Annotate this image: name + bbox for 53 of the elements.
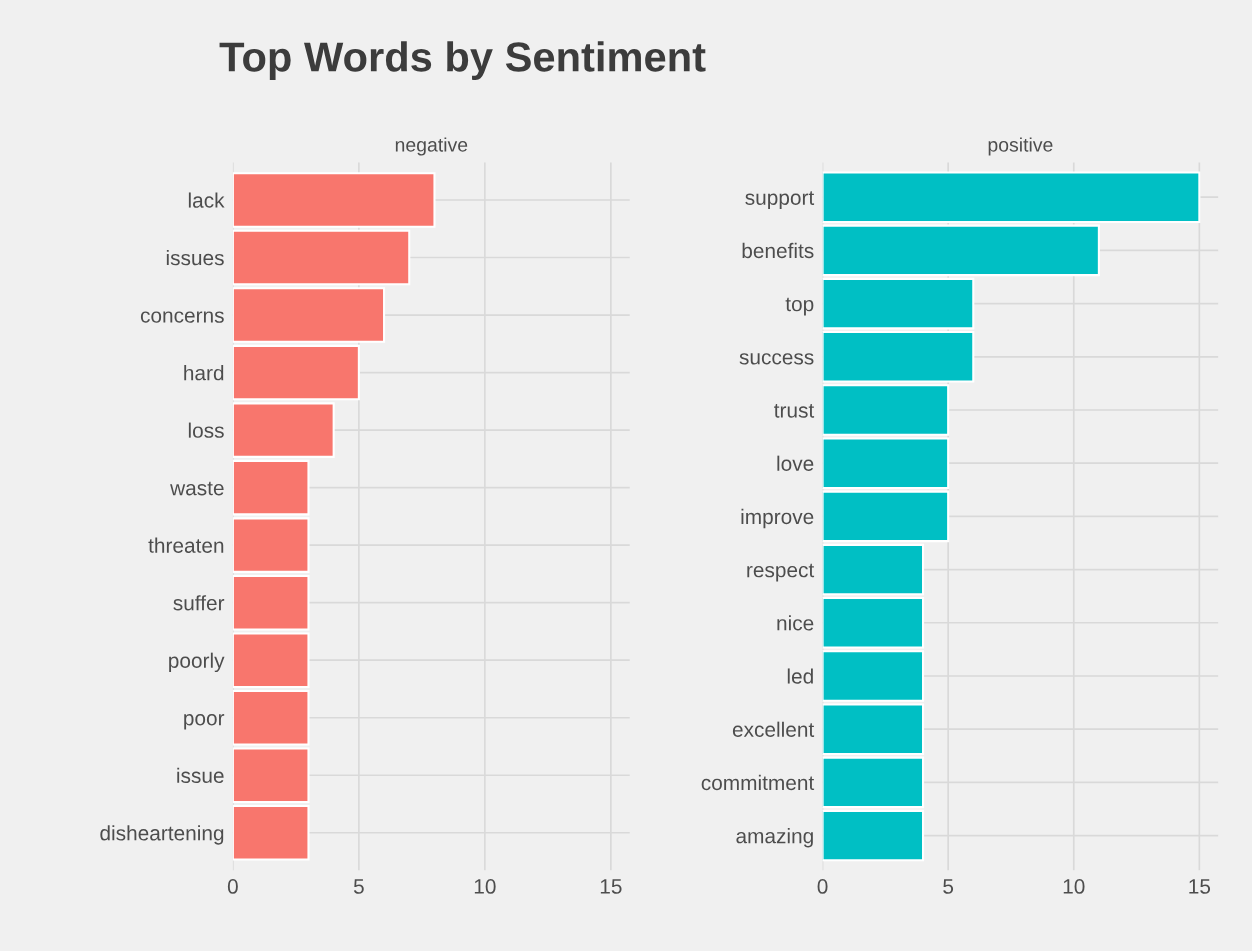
bar [232, 804, 310, 861]
y-tick-label: top [785, 297, 814, 316]
y-tick-label: trust [774, 404, 815, 418]
bar [822, 809, 925, 862]
x-tick-label: 15 [600, 879, 622, 894]
x-tick-label: 0 [817, 879, 828, 894]
bar [232, 517, 310, 573]
x-tick-label: 5 [353, 879, 364, 894]
chart-title: Top Words by Sentiment [219, 41, 706, 80]
bar [232, 574, 310, 631]
y-tick-label: respect [747, 563, 815, 582]
x-tick-label: 10 [474, 879, 496, 894]
bar [232, 402, 335, 458]
bar [822, 756, 925, 809]
y-tick-label: threaten [148, 537, 224, 553]
y-tick-label: improve [741, 508, 814, 529]
bar [822, 171, 1201, 223]
bar [232, 632, 310, 688]
chart-subtitle: positive [988, 137, 1053, 156]
y-tick-label: poorly [169, 652, 225, 673]
bar [232, 287, 386, 343]
bar [822, 277, 975, 330]
y-tick-label: concerns [140, 311, 224, 323]
y-tick-label: excellent [732, 721, 815, 737]
y-tick-label: waste [170, 481, 224, 496]
y-tick-label: loss [188, 422, 224, 438]
y-tick-label: amazing [736, 828, 813, 848]
x-tick-label: 0 [227, 879, 238, 894]
bar [822, 490, 950, 543]
bar [822, 543, 925, 596]
y-tick-label: nice [777, 615, 814, 631]
y-tick-label: issues [166, 249, 224, 266]
y-tick-label: suffer [173, 595, 225, 611]
bar [822, 224, 1100, 277]
chart-subtitle: negative [395, 137, 468, 156]
x-tick-label: 5 [943, 879, 954, 894]
y-tick-label: led [787, 668, 813, 684]
y-tick-label: poor [184, 714, 225, 730]
y-tick-label: support [745, 191, 815, 210]
x-tick-label: 10 [1063, 879, 1085, 894]
y-tick-label: lack [188, 192, 225, 208]
y-tick-label: issue [177, 767, 224, 783]
y-tick-label: love [777, 455, 814, 471]
bar [232, 229, 411, 286]
x-tick-label: 15 [1189, 879, 1211, 894]
y-tick-label: commitment [701, 774, 815, 791]
y-tick-label: hard [184, 365, 224, 381]
bar [232, 344, 360, 401]
y-tick-label: disheartening [100, 825, 224, 845]
bar [232, 459, 310, 516]
y-tick-label: benefits [742, 242, 814, 259]
y-tick-label: success [739, 353, 814, 365]
bar [232, 172, 436, 228]
